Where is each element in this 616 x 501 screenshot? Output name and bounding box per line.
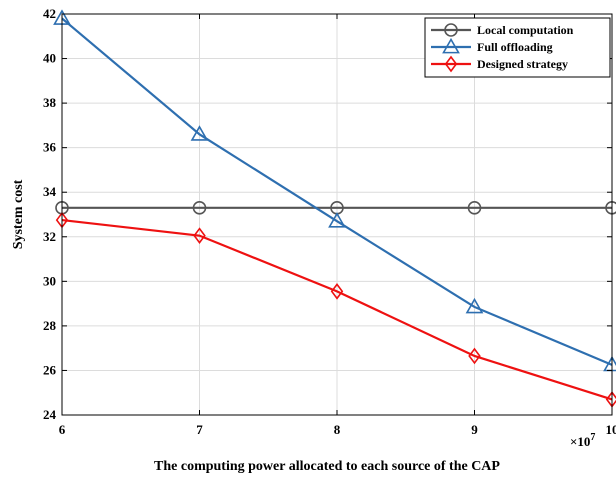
y-tick-label: 28 [43,318,57,333]
x-axis-exponent-base: ×10 [570,434,590,449]
triangle-marker [442,37,460,54]
legend-label: Full offloading [477,40,553,54]
triangle-marker [190,125,209,141]
y-tick-label: 36 [43,140,57,155]
x-tick-label: 9 [471,422,478,437]
y-tick-label: 40 [43,51,56,66]
legend: Local computation Full offloading Designed… [424,17,611,78]
legend-item: Designed strategy [431,55,568,73]
x-tick-label: 7 [196,422,203,437]
triangle-marker [328,212,346,228]
x-tick-label: 10 [606,422,616,437]
x-axis-exponent-power: 7 [590,432,595,443]
circle-marker [192,201,207,215]
series-layer [53,9,616,408]
series-2 [53,9,616,372]
legend-item: Full offloading [431,37,553,54]
x-axis-label: The computing power allocated to each so… [154,459,500,474]
legend-label: Local computation [477,23,574,37]
circle-marker [444,23,458,37]
y-tick-label: 24 [43,407,57,422]
legend-item: Local computation [431,23,574,37]
circle-marker [467,201,482,215]
axis-ticks: 6 7 8 9 10 24 26 28 30 32 34 36 38 40 42 [43,6,616,437]
y-tick-label: 26 [43,362,57,377]
x-tick-label: 6 [59,422,66,437]
diamond-marker [444,55,458,73]
legend-label: Designed strategy [477,57,568,71]
y-tick-label: 32 [43,229,56,244]
y-tick-label: 30 [43,273,56,288]
y-tick-label: 38 [43,95,57,110]
series-line [61,218,613,401]
x-tick-label: 8 [334,422,341,437]
diamond-marker [193,227,206,244]
x-axis-exponent: ×107 [570,432,595,449]
series-3 [55,211,616,408]
y-tick-label: 42 [43,6,56,21]
triangle-marker [465,297,484,314]
diamond-marker [330,283,344,300]
series-1 [55,201,616,215]
y-tick-label: 34 [43,184,57,199]
y-axis-label: System cost [11,179,26,249]
series-line [61,17,613,366]
diamond-marker [468,347,481,365]
